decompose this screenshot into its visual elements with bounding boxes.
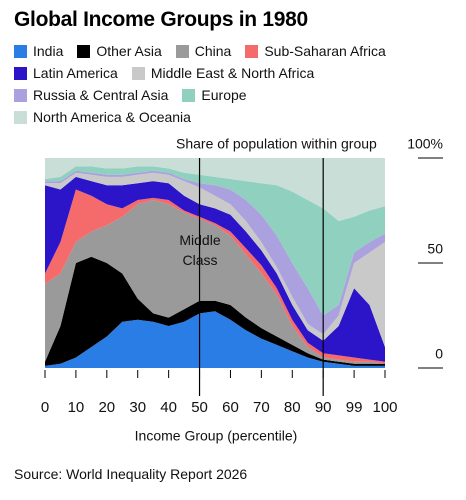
x-axis-label: Income Group (percentile) xyxy=(135,428,298,444)
legend-item: India xyxy=(14,42,63,60)
x-tick-label: 10 xyxy=(68,399,85,416)
area xyxy=(45,176,385,362)
x-tick-label: 70 xyxy=(253,399,270,416)
area xyxy=(45,170,385,335)
y-tick-label: 50 xyxy=(427,241,443,257)
legend-label: Latin America xyxy=(33,65,118,81)
x-tick-label: 40 xyxy=(160,399,177,416)
legend-label: Middle East & North Africa xyxy=(150,65,315,81)
x-tick-label: 90 xyxy=(315,399,332,416)
legend-swatch xyxy=(182,88,196,102)
legend-swatch xyxy=(14,88,27,102)
chart-title: Global Income Groups in 1980 xyxy=(14,8,308,31)
legend-swatch xyxy=(131,66,145,80)
legend-label: Russia & Central Asia xyxy=(33,87,169,103)
y-tick-label: 0 xyxy=(435,346,443,362)
legend-item: North America & Oceania xyxy=(14,108,191,126)
area xyxy=(45,256,385,366)
legend-item: Other Asia xyxy=(77,42,162,60)
x-tick-label: 0 xyxy=(41,399,49,416)
legend-label: Other Asia xyxy=(96,43,162,59)
legend-swatch xyxy=(77,44,91,58)
legend-swatch xyxy=(175,44,189,58)
x-tick-label: 20 xyxy=(98,399,115,416)
x-tick-label: 30 xyxy=(129,399,146,416)
x-tick-label: 99 xyxy=(346,399,363,416)
legend: India Other Asia China Sub-Saharan Africa La… xyxy=(14,42,434,126)
legend-item: Russia & Central Asia xyxy=(14,86,168,104)
legend-item: Latin America xyxy=(14,64,118,82)
legend-item: China xyxy=(175,42,232,60)
x-tick-label: 100 xyxy=(372,399,397,416)
area xyxy=(45,172,385,347)
annotation: Middle Class xyxy=(179,232,221,268)
legend-item: Middle East & North Africa xyxy=(131,64,315,82)
area xyxy=(45,311,385,368)
area xyxy=(45,158,385,221)
area xyxy=(45,200,385,364)
area xyxy=(45,189,385,364)
legend-label: Europe xyxy=(201,87,247,103)
x-tick-label: 80 xyxy=(284,399,301,416)
legend-label: Sub-Saharan Africa xyxy=(264,43,386,59)
x-tick-label: 50 xyxy=(191,399,208,416)
legend-label: China xyxy=(194,43,232,59)
legend-swatch xyxy=(14,66,27,80)
annotation: Share of population within group xyxy=(176,136,377,152)
legend-item: Sub-Saharan Africa xyxy=(245,42,386,60)
area xyxy=(45,166,385,316)
legend-label: North America & Oceania xyxy=(33,109,191,125)
legend-item: Europe xyxy=(182,86,247,104)
source: Source: World Inequality Report 2026 xyxy=(14,466,248,482)
y-tick-label: 100% xyxy=(407,136,443,152)
legend-swatch xyxy=(14,110,27,124)
legend-swatch xyxy=(14,44,27,58)
x-tick-label: 60 xyxy=(222,399,239,416)
legend-label: India xyxy=(33,43,64,59)
legend-swatch xyxy=(245,44,259,58)
